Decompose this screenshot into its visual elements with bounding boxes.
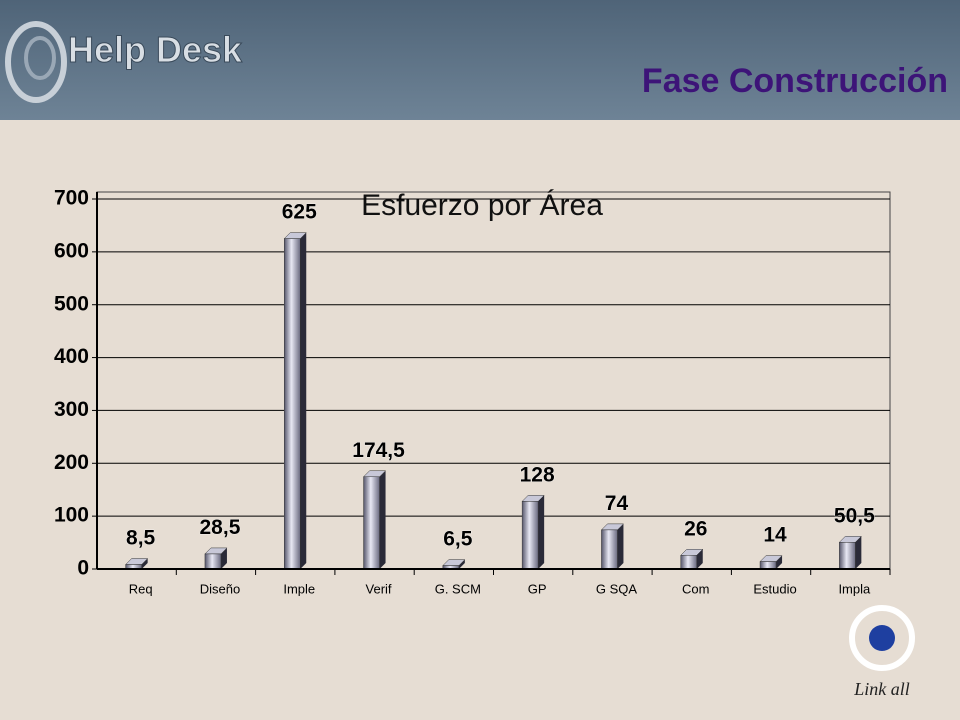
value-label: 28,5 — [200, 516, 241, 539]
bar-side — [220, 547, 227, 569]
x-tick-label: Imple — [283, 581, 315, 596]
value-label: 174,5 — [352, 439, 405, 462]
x-tick-label: Req — [129, 581, 153, 596]
value-label: 14 — [763, 524, 787, 547]
y-tick-label: 700 — [54, 187, 89, 210]
bar-side — [696, 549, 703, 569]
x-tick-label: Diseño — [200, 581, 240, 596]
bar-side — [379, 470, 386, 569]
x-tick-label: GP — [528, 581, 547, 596]
value-label: 74 — [605, 492, 629, 515]
value-label: 50,5 — [834, 504, 875, 527]
bar-side — [776, 555, 783, 569]
value-label: 8,5 — [126, 527, 156, 550]
bar-side — [300, 232, 307, 569]
bar — [204, 553, 222, 570]
bar — [284, 238, 301, 570]
slide-title: Fase Construcción — [642, 62, 948, 100]
y-tick-label: 500 — [54, 292, 89, 315]
header-bar — [0, 0, 960, 120]
y-tick-label: 0 — [77, 557, 89, 580]
y-tick-label: 600 — [54, 239, 89, 262]
x-tick-label: G SQA — [596, 581, 638, 596]
y-tick-label: 100 — [54, 504, 89, 527]
bar — [363, 476, 380, 570]
bar — [521, 501, 539, 570]
x-tick-label: Com — [682, 581, 709, 596]
bar-side — [855, 536, 862, 569]
logo-swirl — [5, 21, 67, 103]
x-tick-label: G. SCM — [435, 581, 481, 596]
value-label: 128 — [520, 463, 555, 486]
x-tick-label: Verif — [366, 581, 392, 596]
bar — [839, 542, 856, 570]
bar — [601, 529, 618, 570]
value-label: 625 — [282, 201, 317, 224]
plot-area — [96, 191, 891, 570]
value-label: 6,5 — [443, 528, 473, 551]
linkall-text: Link all — [853, 679, 910, 699]
bar — [680, 555, 697, 570]
bar-side — [458, 559, 465, 569]
bar-side — [538, 495, 545, 569]
logo-swirl-inner — [24, 36, 56, 80]
x-tick-label: Impla — [838, 581, 871, 596]
bar — [759, 561, 777, 570]
logo-text: Help Desk — [68, 29, 243, 70]
bar-side — [617, 523, 624, 569]
linkall-logo — [849, 605, 915, 671]
y-tick-label: 300 — [54, 398, 89, 421]
value-label: 26 — [684, 517, 707, 540]
bar-side — [141, 558, 148, 569]
y-tick-label: 200 — [54, 451, 89, 474]
chart-title: Esfuerzo por Área — [361, 189, 603, 222]
y-tick-label: 400 — [54, 345, 89, 368]
x-tick-label: Estudio — [753, 581, 796, 596]
